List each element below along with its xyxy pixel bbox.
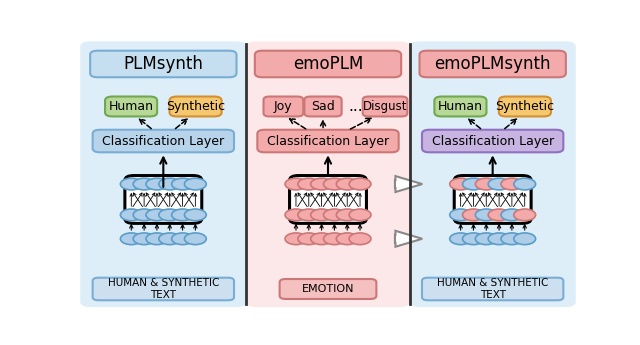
Circle shape [172,209,193,221]
Circle shape [146,178,168,190]
Circle shape [146,233,168,245]
Circle shape [120,233,142,245]
Circle shape [349,233,371,245]
FancyBboxPatch shape [419,51,566,77]
FancyBboxPatch shape [93,130,234,152]
Circle shape [349,209,371,221]
Text: HUMAN & SYNTHETIC
TEXT: HUMAN & SYNTHETIC TEXT [108,278,219,300]
FancyBboxPatch shape [280,279,376,299]
Circle shape [514,209,536,221]
Circle shape [285,178,307,190]
Circle shape [336,233,358,245]
Circle shape [310,233,333,245]
FancyBboxPatch shape [170,97,221,117]
Circle shape [476,233,497,245]
FancyBboxPatch shape [499,97,551,117]
Circle shape [133,233,155,245]
Circle shape [501,178,523,190]
Circle shape [184,178,206,190]
Circle shape [159,209,180,221]
Circle shape [172,178,193,190]
Circle shape [146,209,168,221]
Circle shape [298,233,320,245]
Circle shape [159,233,180,245]
Text: Joy: Joy [274,100,292,113]
Text: Disgust: Disgust [363,100,407,113]
Circle shape [133,178,155,190]
Circle shape [336,178,358,190]
Circle shape [501,233,523,245]
FancyBboxPatch shape [90,51,237,77]
FancyBboxPatch shape [125,176,202,223]
Circle shape [488,233,510,245]
Circle shape [336,209,358,221]
Circle shape [298,209,320,221]
FancyBboxPatch shape [410,41,576,307]
Circle shape [285,233,307,245]
Text: Human: Human [438,100,483,113]
Text: Synthetic: Synthetic [495,100,554,113]
Text: emoPLMsynth: emoPLMsynth [435,55,551,73]
Circle shape [514,233,536,245]
Circle shape [184,233,206,245]
Text: HUMAN & SYNTHETIC
TEXT: HUMAN & SYNTHETIC TEXT [437,278,548,300]
Circle shape [172,233,193,245]
Circle shape [323,178,346,190]
Circle shape [450,233,472,245]
Circle shape [463,209,484,221]
FancyBboxPatch shape [422,130,563,152]
FancyBboxPatch shape [264,97,303,117]
Circle shape [450,209,472,221]
Circle shape [323,209,346,221]
Circle shape [285,209,307,221]
Circle shape [476,209,497,221]
Circle shape [133,209,155,221]
Circle shape [450,178,472,190]
Circle shape [349,178,371,190]
Circle shape [476,178,497,190]
Text: Sad: Sad [311,100,335,113]
Polygon shape [395,231,422,247]
FancyBboxPatch shape [435,97,486,117]
Circle shape [159,178,180,190]
Circle shape [514,178,536,190]
FancyBboxPatch shape [105,97,157,117]
FancyBboxPatch shape [289,176,367,223]
Text: Synthetic: Synthetic [166,100,225,113]
Circle shape [463,233,484,245]
Circle shape [184,209,206,221]
Text: Human: Human [109,100,154,113]
FancyBboxPatch shape [257,130,399,152]
Circle shape [120,209,142,221]
Circle shape [120,178,142,190]
Circle shape [310,178,333,190]
Text: Classification Layer: Classification Layer [102,135,225,148]
FancyBboxPatch shape [246,41,410,307]
Text: Classification Layer: Classification Layer [267,135,389,148]
Text: Classification Layer: Classification Layer [431,135,554,148]
Polygon shape [395,176,422,192]
Circle shape [323,233,346,245]
FancyBboxPatch shape [363,97,407,117]
Circle shape [488,178,510,190]
FancyBboxPatch shape [255,51,401,77]
FancyBboxPatch shape [80,41,246,307]
Circle shape [463,178,484,190]
Text: EMOTION: EMOTION [301,284,355,294]
Text: PLMsynth: PLMsynth [124,55,204,73]
Circle shape [488,209,510,221]
Text: emoPLM: emoPLM [293,55,363,73]
Text: ...: ... [348,99,363,114]
FancyBboxPatch shape [93,278,234,300]
Circle shape [298,178,320,190]
FancyBboxPatch shape [422,278,563,300]
Circle shape [310,209,333,221]
FancyBboxPatch shape [454,176,531,223]
Circle shape [501,209,523,221]
FancyBboxPatch shape [305,97,342,117]
